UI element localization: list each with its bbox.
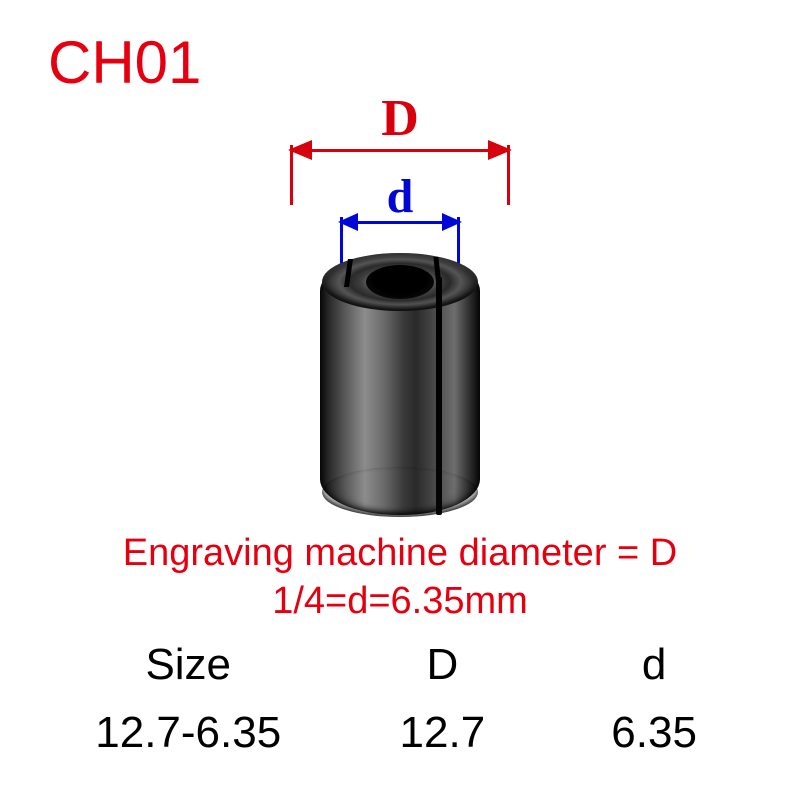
spec-value-size: 12.7-6.35 [40,698,336,758]
description-line-1: Engraving machine diameter = D [0,530,800,578]
spec-header-d: d [548,640,760,698]
spec-header-size: Size [40,640,336,698]
description-line-2: 1/4=d=6.35mm [0,578,800,626]
dimension-inner-label: d [387,169,414,224]
dimension-outer-line [290,149,510,152]
diagram-area: D d [0,95,800,515]
collet-illustration [320,255,480,515]
dimension-outer-tick-right [507,145,510,205]
spec-table-header-row: Size D d [40,640,760,698]
product-code: CH01 [48,28,201,97]
dimension-outer-D: D [290,95,510,155]
spec-value-D: 12.7 [336,698,548,758]
spec-value-d: 6.35 [548,698,760,758]
spec-table: Size D d 12.7-6.35 12.7 6.35 [40,640,760,758]
dimension-inner-d: d [340,173,460,229]
dimension-outer-label: D [381,89,419,148]
collet-slit-front [436,277,442,515]
collet-bottom-edge [322,467,478,517]
collet-bore [366,265,434,299]
description-block: Engraving machine diameter = D 1/4=d=6.3… [0,530,800,625]
spec-header-D: D [336,640,548,698]
spec-table-data-row: 12.7-6.35 12.7 6.35 [40,698,760,758]
dimension-outer-tick-left [290,145,293,205]
